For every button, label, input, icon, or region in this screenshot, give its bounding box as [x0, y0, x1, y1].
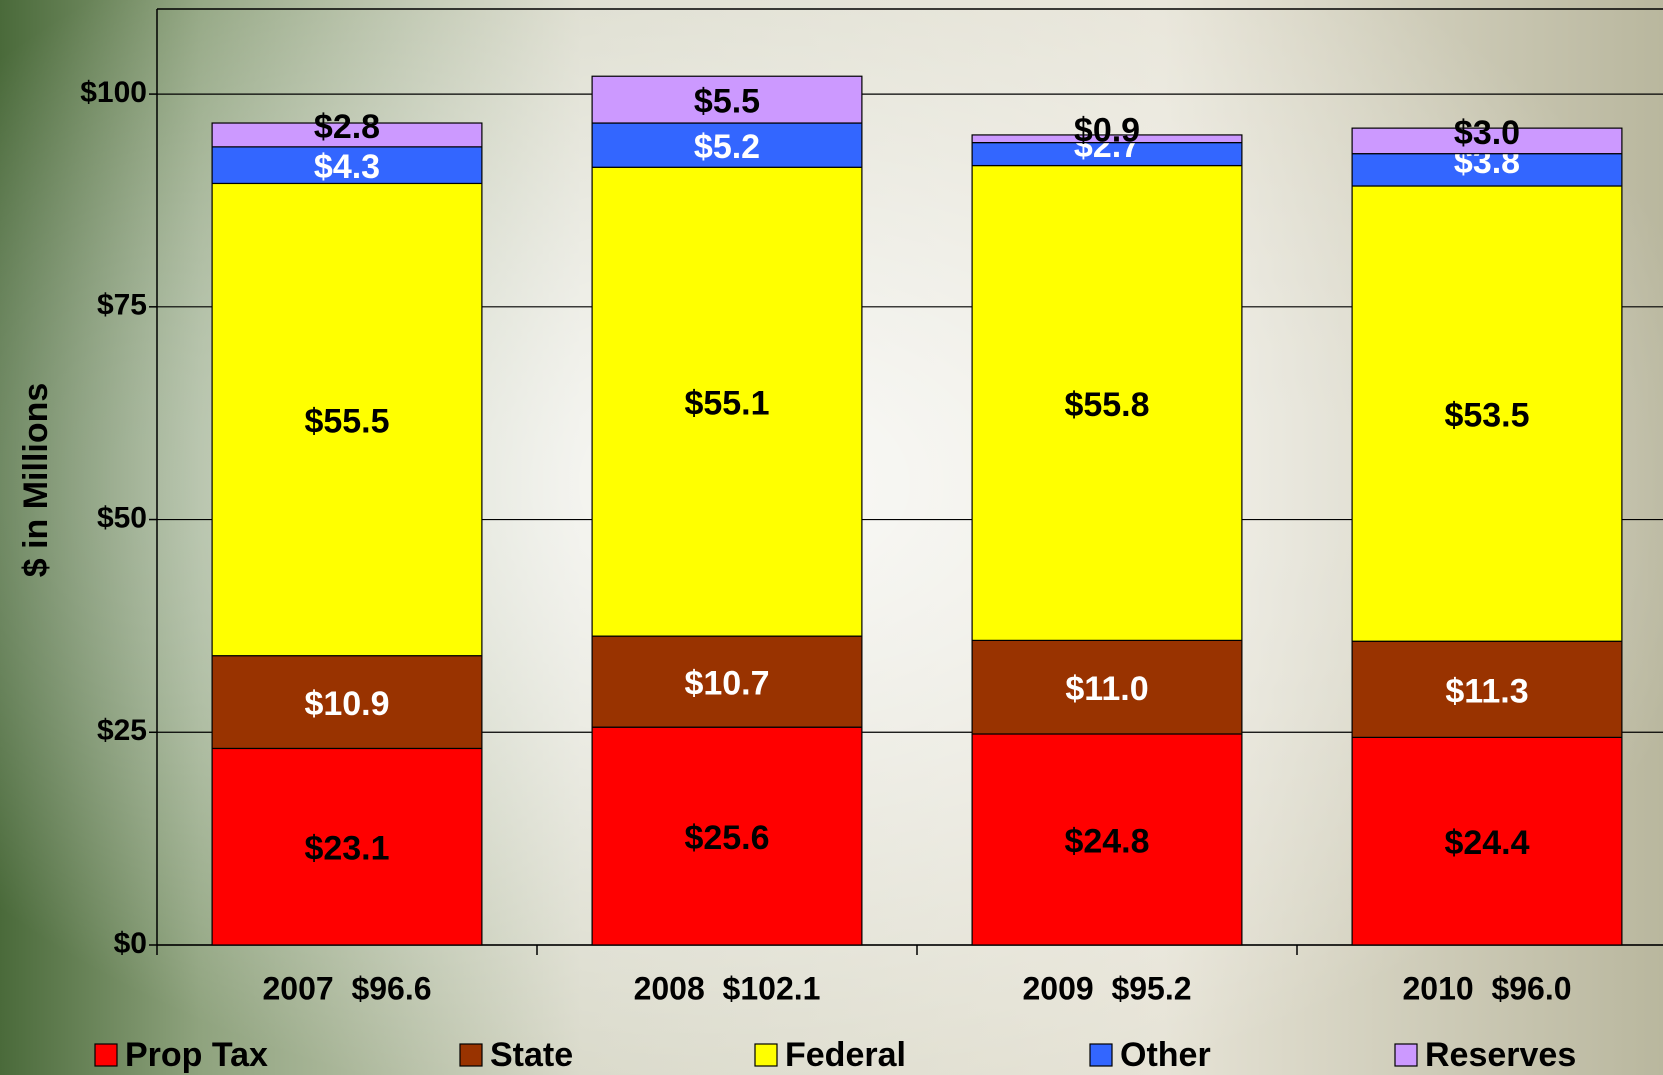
- x-tick-label: 2007 $96.6: [262, 970, 431, 1006]
- y-tick-label: $100: [80, 76, 147, 109]
- bar-segment: [971, 164, 1243, 641]
- y-tick-label: $0: [114, 927, 147, 960]
- bar-segment: [591, 75, 863, 124]
- x-tick-label: 2009 $95.2: [1022, 970, 1191, 1006]
- data-label: $11.3: [1445, 672, 1528, 710]
- data-label: $2.8: [314, 108, 380, 146]
- data-label: $5.2: [694, 128, 760, 166]
- legend-label: Other: [1120, 1036, 1211, 1074]
- bar-segment: [1351, 127, 1623, 155]
- legend-swatch: [94, 1043, 118, 1067]
- bar-segment: [211, 747, 483, 946]
- y-tick-label: $25: [97, 714, 147, 747]
- data-label: $5.5: [694, 83, 760, 121]
- data-label: $23.1: [304, 830, 389, 868]
- legend-swatch: [459, 1043, 483, 1067]
- bar-segment: [211, 655, 483, 750]
- x-tick-label: 2010 $96.0: [1402, 970, 1571, 1006]
- legend-swatch: [1089, 1043, 1113, 1067]
- data-label: $25.6: [684, 819, 769, 857]
- bar-segment: [1351, 185, 1623, 642]
- x-tick-label: 2008 $102.1: [634, 970, 821, 1006]
- y-tick-label: $50: [97, 501, 147, 534]
- legend-label: Reserves: [1425, 1036, 1576, 1074]
- y-axis-label: $ in Millions: [17, 383, 55, 578]
- data-label: $4.3: [314, 148, 380, 186]
- data-label: $11.0: [1065, 670, 1148, 708]
- legend-swatch: [754, 1043, 778, 1067]
- bar-segment: [1351, 153, 1623, 187]
- data-label: $2.7: [1074, 127, 1140, 165]
- bar-segment: [591, 726, 863, 946]
- bar-segment: [211, 122, 483, 148]
- data-label: $10.7: [684, 665, 769, 703]
- data-label: $55.8: [1064, 386, 1149, 424]
- data-label: $24.4: [1444, 824, 1529, 862]
- data-label: $53.5: [1444, 397, 1529, 435]
- data-label: $3.0: [1454, 114, 1520, 152]
- data-label: $0.9: [1074, 112, 1140, 150]
- data-label: $10.9: [304, 685, 389, 723]
- bar-segment: [971, 134, 1243, 144]
- y-tick-label: $75: [97, 289, 147, 322]
- bar-segment: [211, 146, 483, 185]
- bar-segment: [971, 639, 1243, 735]
- bar-segment: [971, 733, 1243, 946]
- legend-swatch: [1394, 1043, 1418, 1067]
- bar-segment: [591, 635, 863, 728]
- legend-label: Federal: [785, 1036, 906, 1074]
- bar-segment: [1351, 736, 1623, 946]
- bar-segment: [1351, 640, 1623, 738]
- data-label: $55.5: [304, 403, 389, 441]
- bar-segment: [591, 166, 863, 637]
- data-label: $24.8: [1064, 822, 1149, 860]
- bar-segment: [211, 182, 483, 657]
- legend-label: State: [490, 1036, 573, 1074]
- data-label: $55.1: [684, 385, 769, 423]
- legend-label: Prop Tax: [125, 1036, 268, 1074]
